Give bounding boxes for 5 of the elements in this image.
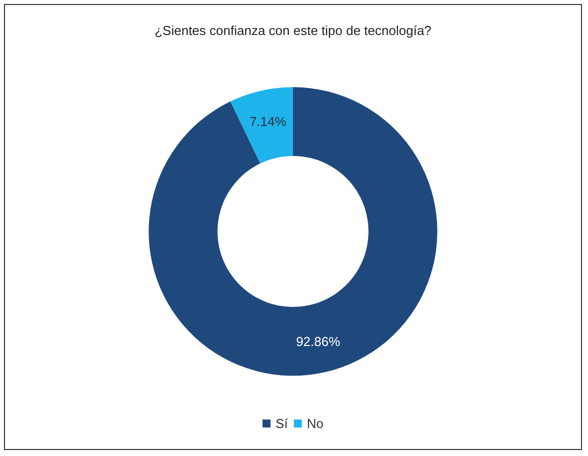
legend-label: No (306, 416, 324, 431)
chart-title: ¿Sientes confianza con este tipo de tecnología? (154, 23, 432, 38)
data-label: 92.86% (296, 334, 341, 349)
legend-label: Sí (276, 416, 288, 431)
data-label: 7.14% (249, 114, 287, 129)
